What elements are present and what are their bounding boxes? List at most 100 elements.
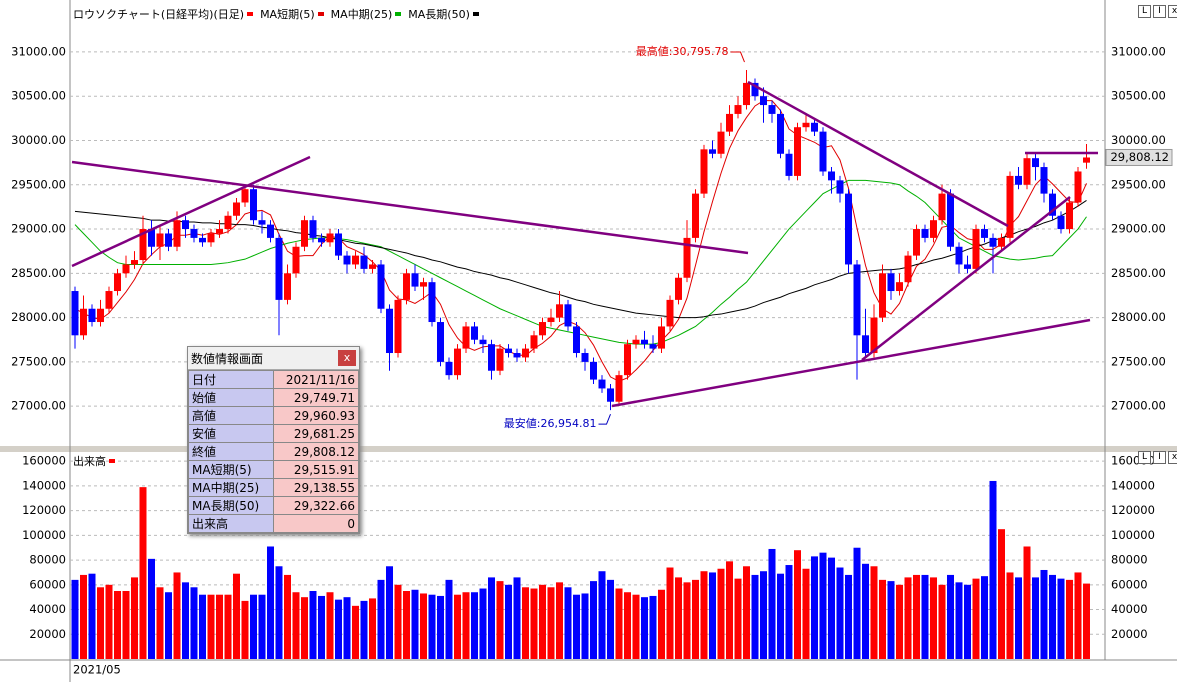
button[interactable]: x: [1168, 451, 1177, 464]
candle-body: [615, 375, 623, 402]
legend-swatch: [317, 12, 324, 16]
info-value: 29,138.55: [273, 478, 359, 497]
volume-bar: [896, 584, 903, 659]
volume-bar: [462, 592, 470, 659]
volume-bar: [845, 574, 852, 659]
info-value: 29,681.25: [273, 424, 359, 443]
legend-swatch: [395, 12, 402, 16]
volume-bar: [700, 571, 708, 659]
y-tick-label: 40000: [1111, 602, 1148, 616]
y-tick-label: 31000.00: [1111, 44, 1166, 58]
y-tick-label: 31000.00: [11, 44, 66, 58]
volume-bar: [598, 571, 606, 659]
info-value: 2021/11/16: [273, 370, 359, 389]
volume-bar: [726, 561, 733, 659]
candle-body: [581, 353, 589, 362]
legend-swatch: [109, 459, 115, 463]
annotation-arrow: [730, 51, 745, 63]
candle-body: [428, 282, 436, 323]
volume-bar: [88, 573, 96, 659]
button[interactable]: I: [1153, 451, 1166, 464]
annotation: 最高値:30,795.78: [636, 44, 729, 58]
button[interactable]: x: [1168, 5, 1177, 18]
info-key: 日付: [188, 370, 274, 389]
volume-bar: [233, 573, 240, 659]
volume-bar: [114, 591, 121, 659]
volume-bar: [241, 600, 249, 659]
volume-bar: [811, 556, 818, 659]
candle-body: [250, 189, 257, 221]
y-tick-label: 20000: [29, 627, 66, 641]
candle-body: [284, 273, 291, 300]
trend-line: [747, 80, 1009, 228]
volume-bar: [190, 587, 198, 659]
chart-title: ロウソクチャート(日経平均)(日足): [73, 8, 245, 21]
candle-body: [777, 113, 784, 154]
annotation: 最安値:26,954.81: [504, 416, 597, 430]
candle-body: [80, 308, 87, 336]
volume-bar: [819, 552, 827, 659]
legend-label: MA短期(5): [260, 8, 315, 21]
volume-bar: [964, 584, 971, 659]
info-key: 始値: [188, 388, 274, 407]
volume-bar: [1032, 577, 1039, 659]
candle-body: [828, 171, 835, 181]
candle-body: [641, 339, 648, 345]
volume-bar: [862, 563, 869, 659]
y-tick-label: 27500.00: [11, 354, 66, 368]
y-tick-label: 30000.00: [11, 133, 66, 147]
chart-title: 出来高: [73, 455, 106, 468]
info-row: 日付 2021/11/16: [188, 370, 359, 389]
volume-bar: [683, 582, 691, 659]
candle-body: [105, 291, 113, 309]
candle-body: [666, 299, 674, 327]
volume-bar: [360, 600, 368, 659]
volume-bar: [1083, 583, 1090, 659]
y-tick-label: 30500.00: [11, 89, 66, 103]
close-button[interactable]: x: [338, 350, 356, 366]
info-row: 終値 29,808.12: [188, 442, 359, 461]
button[interactable]: I: [1153, 5, 1166, 18]
volume-bar: [802, 568, 810, 659]
volume-bar: [411, 589, 419, 659]
button[interactable]: L: [1138, 5, 1151, 18]
volume-bar: [454, 594, 461, 659]
volume-bar: [836, 567, 844, 659]
candle-body: [360, 255, 368, 269]
volume-bar: [335, 599, 342, 659]
candle-body: [513, 353, 521, 358]
volume-bar: [751, 574, 759, 659]
candle-body: [539, 322, 546, 336]
button[interactable]: L: [1138, 451, 1151, 464]
candle-body: [343, 255, 351, 265]
volume-bar: [326, 592, 334, 659]
info-key: 出来高: [188, 514, 274, 533]
volume-bar: [105, 584, 113, 659]
candle-body: [156, 233, 164, 247]
volume-bar: [148, 558, 155, 659]
y-tick-label: 100000: [22, 528, 66, 542]
volume-bar: [80, 574, 87, 659]
y-tick-label: 28000.00: [1111, 310, 1166, 324]
volume-bar: [632, 594, 640, 659]
info-value: 29,749.71: [273, 388, 359, 407]
volume-bar: [428, 594, 436, 659]
candle-body: [488, 344, 495, 371]
volume-bar: [377, 579, 385, 659]
candle-body: [505, 348, 512, 354]
volume-bar: [981, 576, 988, 659]
separator: [0, 446, 1177, 452]
trend-line: [71, 155, 311, 268]
volume-bar: [709, 572, 716, 659]
candle-body: [751, 82, 759, 97]
volume-bar: [853, 547, 861, 659]
volume-bar: [522, 587, 529, 659]
candle-body: [88, 308, 96, 323]
candle-body: [522, 348, 529, 358]
volume-bar: [989, 480, 997, 659]
candle-body: [258, 220, 266, 225]
volume-bar: [496, 581, 504, 659]
candle-body: [1040, 167, 1048, 194]
info-key: MA中期(25): [188, 478, 274, 497]
